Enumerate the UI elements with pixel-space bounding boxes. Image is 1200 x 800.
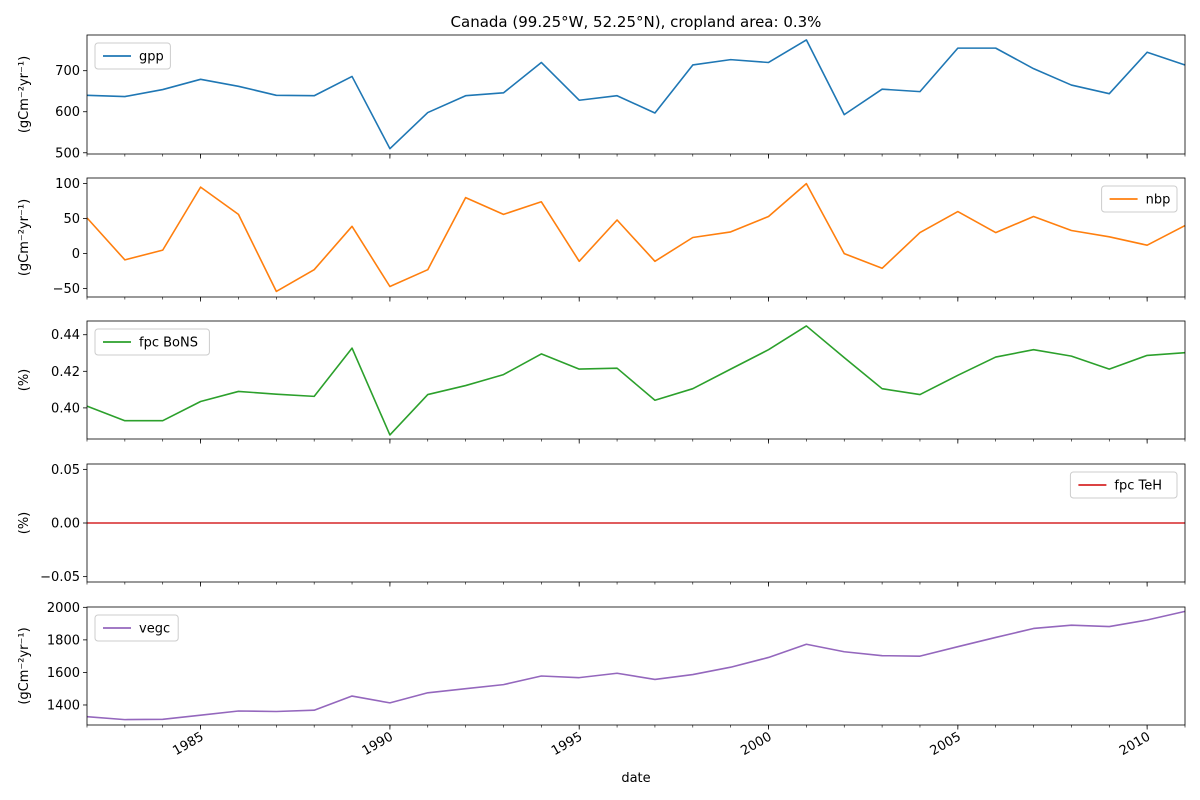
legend-box <box>1069 471 1178 499</box>
axes-frame <box>86 34 1186 155</box>
x-tick-label: 1995 <box>549 729 585 759</box>
legend: vegc <box>94 614 179 642</box>
y-tick-label: −0.05 <box>40 570 80 585</box>
panel-2: −50 0 50 100 (gCm⁻²yr⁻¹) nbp <box>17 177 1186 302</box>
legend: fpc TeH <box>1069 471 1178 499</box>
y-axis-label: (gCm⁻²yr⁻¹) <box>17 199 32 276</box>
axes-frame <box>86 606 1186 726</box>
y-tick-label: 0.44 <box>51 328 80 343</box>
legend-box <box>1101 185 1178 213</box>
y-axis-label: (%) <box>17 512 32 535</box>
series-line-vegc <box>86 610 1186 721</box>
legend: gpp <box>94 42 171 70</box>
y-tick-label: −50 <box>53 282 80 297</box>
y-tick-label: 700 <box>55 64 80 79</box>
legend-label: nbp <box>1146 193 1171 208</box>
legend-box <box>94 614 179 642</box>
y-tick-label: 1600 <box>47 666 80 681</box>
legend-label: fpc TeH <box>1114 479 1162 494</box>
x-tick-label: 1990 <box>360 729 396 759</box>
panel-4: −0.05 0.00 0.05 (%) fpc TeH <box>17 463 1186 587</box>
y-tick-label: 50 <box>63 212 80 227</box>
legend-box <box>94 328 210 356</box>
y-tick-label: 0.05 <box>51 463 80 478</box>
y-tick-label: 0.42 <box>51 365 80 380</box>
legend: nbp <box>1101 185 1178 213</box>
x-tick-label: 1985 <box>170 729 206 759</box>
y-tick-label: 600 <box>55 105 80 120</box>
y-axis-label: (gCm⁻²yr⁻¹) <box>17 627 32 704</box>
panel-5: 1400 1600 1800 2000 (gCm⁻²yr⁻¹) vegc <box>17 601 1186 730</box>
axes-frame <box>86 177 1186 298</box>
legend-box <box>94 42 171 70</box>
axes-frame <box>86 463 1186 583</box>
y-axis-label: (gCm⁻²yr⁻¹) <box>17 56 32 133</box>
y-tick-label: 0 <box>72 247 80 262</box>
chart-panels: 500 600 700 (gCm⁻²yr⁻¹) gpp −50 0 50 100 (gCm⁻²yr… <box>17 34 1186 759</box>
y-tick-label: 500 <box>55 146 80 161</box>
legend-label: fpc BoNS <box>139 336 198 351</box>
x-tick-label: 2005 <box>928 729 964 759</box>
legend-label: vegc <box>139 622 170 637</box>
legend-label: gpp <box>139 50 164 65</box>
y-tick-label: 2000 <box>47 601 80 616</box>
y-axis-label: (%) <box>17 369 32 392</box>
panel-1: 500 600 700 (gCm⁻²yr⁻¹) gpp <box>17 34 1186 161</box>
chart-title: Canada (99.25°W, 52.25°N), cropland area… <box>451 13 822 31</box>
x-axis-label: date <box>621 771 650 786</box>
series-line-fpc-BoNS <box>86 325 1186 436</box>
y-tick-label: 1800 <box>47 633 80 648</box>
axes-frame <box>86 320 1186 440</box>
x-tick-label: 2000 <box>738 729 774 759</box>
y-tick-label: 0.40 <box>51 401 80 416</box>
panel-3: 0.40 0.42 0.44 (%) fpc BoNS <box>17 320 1186 444</box>
y-tick-label: 100 <box>55 177 80 192</box>
series-line-gpp <box>86 39 1186 150</box>
x-tick-label: 2010 <box>1117 729 1153 759</box>
y-tick-label: 1400 <box>47 698 80 713</box>
y-tick-label: 0.00 <box>51 517 80 532</box>
legend: fpc BoNS <box>94 328 210 356</box>
series-line-nbp <box>86 182 1186 293</box>
